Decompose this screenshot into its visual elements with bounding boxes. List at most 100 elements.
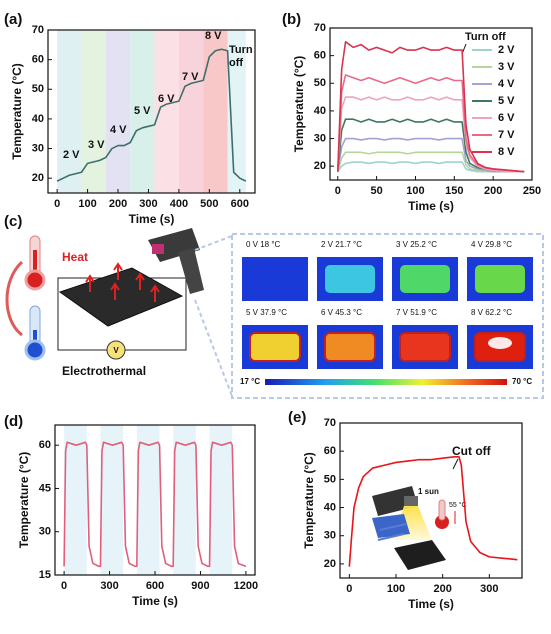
plot-frame (329, 27, 533, 181)
x-tick-label: 0 (61, 580, 67, 592)
x-tick-label: 0 (335, 185, 341, 197)
image-label: 6 V 45.3 °C (321, 308, 362, 317)
y-tick-label: 60 (314, 50, 326, 62)
solar-simulator (372, 486, 449, 570)
x-axis-title: Time (s) (408, 597, 454, 611)
annotation: 5 V (134, 105, 151, 117)
y-tick-label: 40 (324, 501, 336, 513)
colorbar-label: 70 °C (512, 377, 532, 386)
voltmeter-label: V (113, 346, 119, 355)
y-axis-title: Temperature (°C) (302, 452, 316, 549)
image-label: 4 V 29.8 °C (471, 240, 512, 249)
thermometer-hot (33, 250, 37, 274)
thermometer-cold (24, 339, 46, 361)
background-band (57, 30, 82, 193)
panel-label: (c) (4, 213, 22, 230)
background-band (203, 30, 228, 193)
x-tick-label: 100 (387, 583, 405, 595)
x-tick-label: 200 (484, 185, 502, 197)
background-band (81, 30, 106, 193)
annotation: 4 V (110, 124, 127, 136)
background-band (154, 30, 179, 193)
x-tick-label: 600 (146, 580, 164, 592)
x-tick-label: 500 (200, 198, 218, 210)
legend-label: 4 V (498, 78, 515, 90)
background-band (178, 30, 204, 193)
legend-label: 7 V (498, 129, 515, 141)
x-tick-label: 0 (346, 583, 352, 595)
y-tick-label: 60 (324, 445, 336, 457)
colorbar-label: 17 °C (240, 377, 260, 386)
annotation: 1 sun (418, 487, 439, 496)
background-band (173, 425, 196, 575)
panel-label: (e) (288, 409, 306, 426)
y-tick-label: 30 (39, 526, 51, 538)
y-tick-label: 20 (324, 558, 336, 570)
y-tick-label: 60 (32, 54, 44, 66)
x-tick-label: 0 (54, 198, 60, 210)
image-label: 3 V 25.2 °C (396, 240, 437, 249)
background-band (209, 425, 233, 575)
thermal-hotspot (249, 332, 301, 362)
y-axis-title: Temperature (°C) (292, 56, 306, 153)
background-band (136, 425, 160, 575)
data-line (336, 137, 525, 173)
legend-label: 8 V (498, 146, 515, 158)
x-axis-title: Time (s) (408, 199, 454, 213)
background-band (100, 425, 124, 575)
thermal-hotspot (325, 265, 375, 293)
annotation-box: Turn off (229, 44, 253, 69)
y-tick-label: 15 (39, 569, 51, 581)
image-label: 2 V 21.7 °C (321, 240, 362, 249)
data-line (337, 161, 525, 173)
thermal-hotspot (324, 332, 376, 362)
heat-label: Heat (62, 250, 88, 264)
data-line (348, 456, 518, 567)
annotation: Cut off (452, 444, 492, 458)
y-axis-title: Temperature (°C) (10, 63, 24, 160)
annotation: 8 V (205, 30, 222, 42)
plot-frame (54, 424, 256, 576)
y-tick-label: 30 (32, 142, 44, 154)
y-tick-label: 50 (324, 473, 336, 485)
y-tick-label: 30 (314, 132, 326, 144)
zoom-line (194, 299, 233, 397)
y-tick-label: 40 (314, 105, 326, 117)
data-line (336, 41, 525, 173)
x-tick-label: 300 (100, 580, 118, 592)
voltmeter (106, 340, 126, 360)
background-band (64, 425, 87, 575)
connector (5, 260, 24, 337)
data-line (63, 441, 247, 568)
thermal-image (242, 257, 308, 301)
data-line (336, 151, 525, 173)
plot-frame (339, 422, 523, 579)
caption: Electrothermal (62, 364, 146, 378)
data-line (336, 96, 525, 173)
y-tick-label: 60 (39, 439, 51, 451)
fabric (58, 267, 184, 327)
y-tick-label: 70 (32, 24, 44, 36)
panel-label: (b) (282, 11, 301, 28)
thermal-hotspot (399, 332, 451, 362)
annotation: Turn off (465, 31, 506, 43)
thermometer-cold (33, 330, 37, 344)
x-tick-label: 250 (523, 185, 541, 197)
x-tick-label: 200 (433, 583, 451, 595)
legend-label: 6 V (498, 112, 515, 124)
y-tick-label: 50 (32, 83, 44, 95)
image-label: 7 V 51.9 °C (396, 308, 437, 317)
y-tick-label: 45 (39, 482, 51, 494)
heat-arrows (85, 262, 160, 302)
image-label: 5 V 37.9 °C (246, 308, 287, 317)
background-band (105, 30, 131, 193)
x-tick-label: 1200 (234, 580, 258, 592)
zoom-line (194, 235, 233, 251)
x-tick-label: 900 (191, 580, 209, 592)
colorbar (265, 379, 507, 385)
x-tick-label: 100 (78, 198, 96, 210)
thermal-camera (148, 228, 204, 294)
annotation: 7 V (182, 71, 199, 83)
x-tick-label: 600 (231, 198, 249, 210)
